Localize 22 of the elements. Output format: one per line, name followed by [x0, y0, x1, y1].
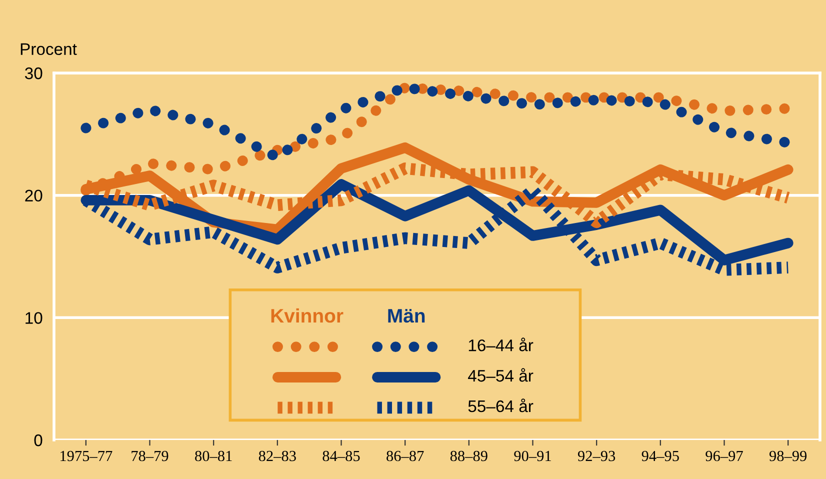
x-tick-label: 92–93 [578, 450, 616, 462]
x-tick-label: 88–89 [450, 450, 488, 462]
x-tick-label: 86–87 [386, 450, 424, 462]
x-tick-label: 82–83 [258, 450, 296, 462]
x-tick-label: 84–85 [322, 450, 360, 462]
legend-label: 45–54 år [468, 368, 534, 382]
y-axis-title: Procent [20, 43, 77, 56]
x-tick-label: 98–99 [769, 450, 807, 462]
x-tick-label: 78–79 [132, 450, 168, 462]
y-tick-label: 0 [34, 434, 42, 446]
y-tick-label: 10 [26, 312, 42, 324]
x-tick-label: 80–81 [195, 450, 232, 462]
legend-label: 55–64 år [468, 398, 534, 412]
x-tick-label: 90–91 [514, 450, 551, 462]
legend-label: 16–44 år [468, 338, 534, 352]
annotation: Kvinnor [271, 308, 344, 323]
y-tick-label: 30 [24, 67, 42, 80]
x-tick-label: 94–95 [642, 450, 679, 462]
x-tick-label: 1975–77 [60, 450, 112, 462]
y-tick-label: 20 [25, 190, 42, 202]
annotation: Män [388, 308, 425, 323]
x-tick-label: 96–97 [706, 450, 743, 462]
